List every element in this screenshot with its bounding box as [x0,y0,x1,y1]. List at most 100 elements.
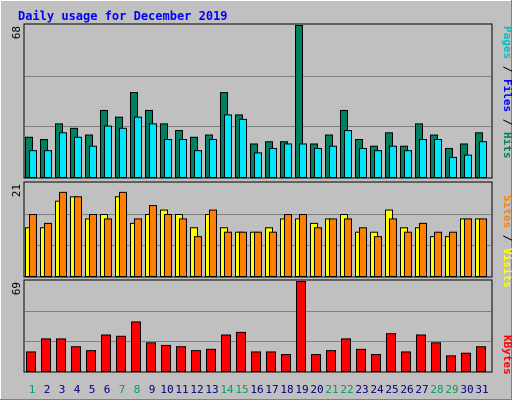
bar-kbytes-day-29 [446,355,456,373]
x-tick-label-day-7: 7 [119,383,126,396]
bar-sites-day-2 [44,222,52,278]
x-tick-label-day-21: 21 [325,383,338,396]
bar-sites-day-4 [74,196,82,278]
bar-sites-day-29 [449,231,457,277]
bar-hits-day-3 [59,132,67,178]
bar-sites-day-26 [404,231,412,277]
bar-kbytes-day-11 [176,346,186,372]
bar-hits-day-27 [419,139,427,178]
x-tick-label-day-19: 19 [295,383,308,396]
bar-hits-day-15 [239,118,247,178]
bar-hits-day-29 [449,156,457,179]
bar-hits-day-17 [269,147,277,178]
bar-hits-day-26 [404,150,412,178]
x-tick-label-day-11: 11 [175,383,188,396]
x-tick-label-day-18: 18 [280,383,293,396]
bar-kbytes-day-23 [356,348,366,372]
bar-sites-day-1 [29,214,37,277]
x-tick-label-day-23: 23 [355,383,368,396]
bar-kbytes-day-8 [131,321,141,372]
bar-sites-day-21 [329,218,337,278]
bar-kbytes-day-7 [116,335,126,373]
bar-hits-day-13 [209,139,217,178]
bar-kbytes-day-1 [26,351,36,373]
x-tick-label-day-9: 9 [149,383,156,396]
bar-kbytes-day-2 [41,338,51,372]
x-tick-label-day-16: 16 [250,383,263,396]
bar-kbytes-day-6 [101,334,111,373]
bar-kbytes-day-3 [56,338,66,372]
legend-kbytes: KBytes [501,335,512,375]
bar-hits-day-18 [284,143,292,178]
bar-kbytes-day-19 [296,281,306,372]
bar-hits-day-2 [44,150,52,178]
bar-sites-day-31 [479,218,487,278]
legend-sites: Sites [501,195,512,228]
bar-sites-day-24 [374,236,382,277]
bar-sites-day-23 [359,227,367,278]
x-tick-label-day-10: 10 [160,383,173,396]
bar-hits-day-19 [299,143,307,178]
bar-sites-day-28 [434,231,442,277]
bar-sites-day-14 [224,231,232,277]
bar-kbytes-day-26 [401,351,411,373]
ymax-label-bottom: 69 [10,282,23,295]
bar-sites-day-8 [134,218,142,278]
x-tick-label-day-31: 31 [475,383,488,396]
x-tick-label-day-4: 4 [74,383,81,396]
bar-sites-day-25 [389,218,397,278]
bar-kbytes-day-22 [341,338,351,372]
bar-hits-day-16 [254,152,262,178]
x-tick-label-day-30: 30 [460,383,473,396]
bar-kbytes-day-15 [236,331,246,373]
legend-files: Files [501,79,512,112]
bar-kbytes-day-16 [251,351,261,373]
legend-separator-3: / [501,228,512,248]
x-tick-label-day-25: 25 [385,383,398,396]
bar-kbytes-day-25 [386,333,396,373]
bar-sites-day-3 [59,191,67,278]
x-tick-label-day-14: 14 [220,383,234,396]
x-tick-label-day-6: 6 [104,383,111,396]
bar-hits-day-24 [374,150,382,178]
bar-hits-day-4 [74,136,82,179]
bar-sites-day-5 [89,214,97,277]
legend-top: Pages / Files / Hits [501,26,512,159]
x-tick-label-day-12: 12 [190,383,203,396]
bar-hits-day-30 [464,154,472,179]
bar-kbytes-day-30 [461,352,471,373]
bar-sites-day-17 [269,231,277,277]
legend-separator-2: / [501,112,512,132]
bar-marks [25,25,487,373]
bar-hits-day-31 [479,141,487,178]
bar-kbytes-day-28 [431,342,441,373]
bar-hits-day-1 [29,150,37,178]
bar-kbytes-day-5 [86,350,96,372]
x-tick-label-day-17: 17 [265,383,278,396]
bar-hits-day-10 [164,139,172,178]
bar-sites-day-15 [239,231,247,277]
x-tick-label-day-28: 28 [430,383,443,396]
x-tick-label-day-2: 2 [44,383,51,396]
bar-sites-day-10 [164,214,172,277]
bar-sites-day-20 [314,227,322,278]
bar-sites-day-12 [194,236,202,277]
x-tick-label-day-15: 15 [235,383,248,396]
bar-sites-day-13 [209,209,217,277]
x-tick-label-day-3: 3 [59,383,66,396]
bar-sites-day-9 [149,205,157,277]
bar-kbytes-day-18 [281,354,291,373]
x-tick-label-day-24: 24 [370,383,384,396]
bar-kbytes-day-12 [191,350,201,372]
x-tick-label-day-1: 1 [29,383,36,396]
bar-hits-day-14 [224,114,232,178]
bar-kbytes-day-17 [266,351,276,373]
bar-hits-day-20 [314,147,322,178]
chart-title: Daily usage for December 2019 [18,9,228,23]
x-axis-labels: 1 2 3 4 5 6 7 8 9 10 11 12 13 14 15 16 17 18 19 20 21 22 23 24 2… [29,383,489,396]
ymax-label-top: 68 [10,26,23,39]
bar-kbytes-day-31 [476,346,486,372]
x-tick-label-day-5: 5 [89,383,96,396]
legend-separator-1: / [501,59,512,79]
legend-bottom: KBytes [501,335,512,375]
